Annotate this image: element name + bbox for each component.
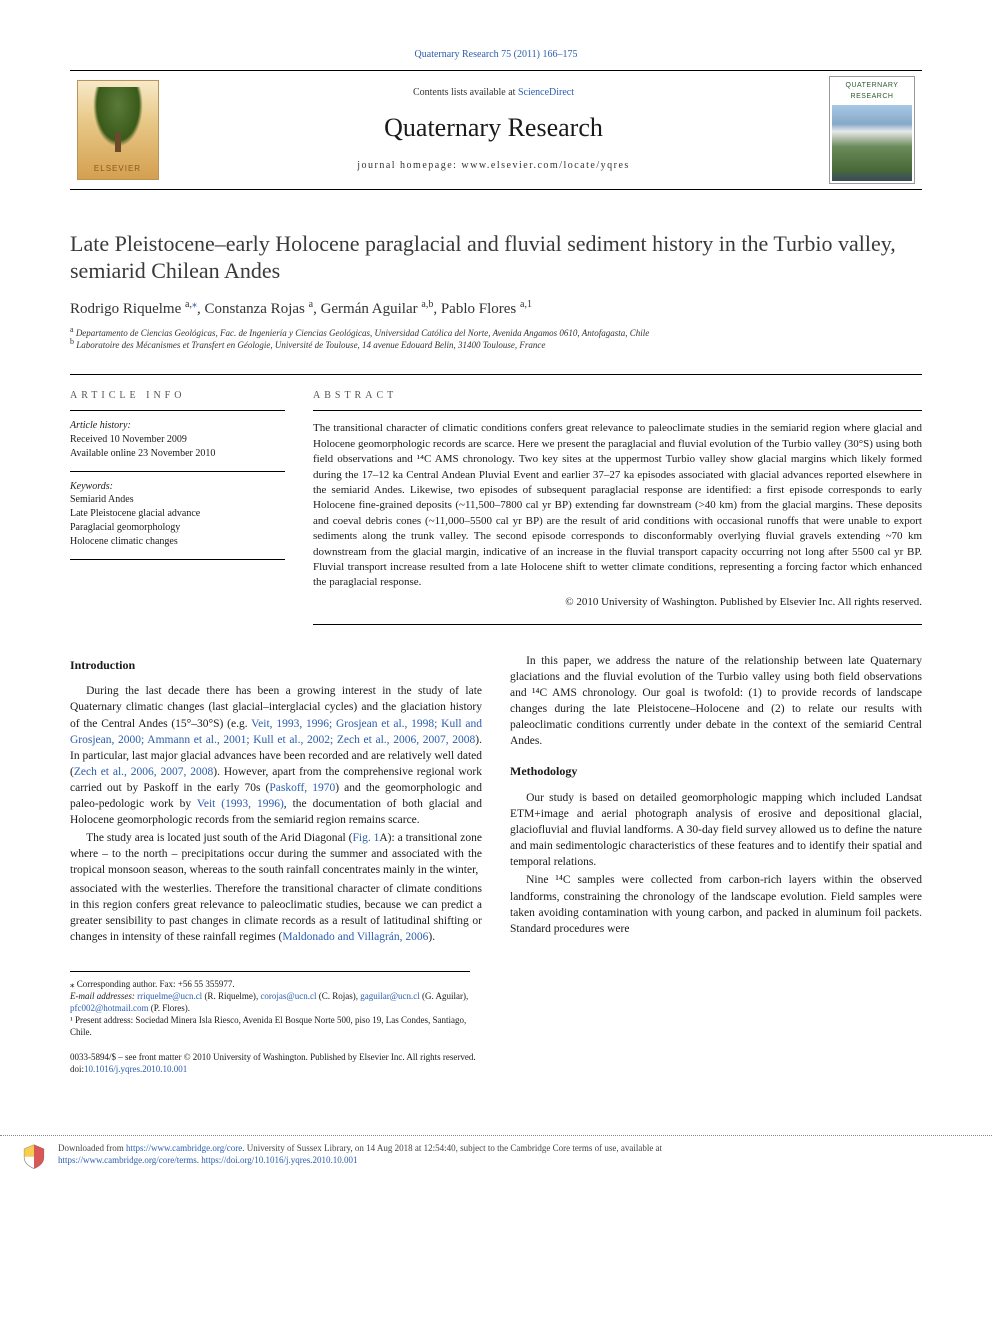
- author-1-marks: a,: [185, 299, 192, 310]
- email-1[interactable]: rriquelme@ucn.cl: [137, 991, 202, 1001]
- info-rule-1: [70, 410, 285, 411]
- elsevier-logo: ELSEVIER: [77, 80, 159, 180]
- citation-line: Quaternary Research 75 (2011) 166–175: [70, 48, 922, 62]
- abstract-text: The transitional character of climatic c…: [313, 410, 922, 590]
- intro-para-4: In this paper, we address the nature of …: [510, 653, 922, 750]
- citation-link[interactable]: Quaternary Research 75 (2011) 166–175: [415, 49, 578, 60]
- download-footer-text: Downloaded from https://www.cambridge.or…: [58, 1142, 662, 1166]
- footer-l1b: . University of Sussex Library, on 14 Au…: [242, 1143, 662, 1153]
- footer-link-terms[interactable]: https://www.cambridge.org/core/terms: [58, 1155, 197, 1165]
- email-3-who: (G. Aguilar): [422, 991, 466, 1001]
- contents-line: Contents lists available at ScienceDirec…: [413, 86, 574, 100]
- affiliations: a Departamento de Ciencias Geológicas, F…: [70, 327, 922, 352]
- received-date: Received 10 November 2009: [70, 433, 285, 447]
- online-date: Available online 23 November 2010: [70, 447, 285, 461]
- history-label: Article history:: [70, 419, 285, 433]
- footnotes: ⁎ Corresponding author. Fax: +56 55 3559…: [70, 971, 470, 1039]
- intro-citation-5[interactable]: Maldonado and Villagrán, 2006: [282, 931, 428, 943]
- info-rule-2: [70, 471, 285, 472]
- abstract-bottom-rule: [313, 624, 922, 625]
- intro-citation-4[interactable]: Veit (1993, 1996): [197, 798, 284, 810]
- intro-para-3: associated with the westerlies. Therefor…: [70, 881, 482, 945]
- issn-line: 0033-5894/$ – see front matter © 2010 Un…: [70, 1051, 922, 1063]
- intro-para-1: During the last decade there has been a …: [70, 683, 482, 828]
- author-4: Pablo Flores: [441, 301, 516, 317]
- journal-name: Quaternary Research: [384, 110, 603, 145]
- intro-p2-a: The study area is located just south of …: [86, 832, 352, 844]
- doi-prefix: doi:: [70, 1064, 84, 1074]
- keyword-4: Holocene climatic changes: [70, 535, 285, 549]
- corresponding-footnote: ⁎ Corresponding author. Fax: +56 55 3559…: [70, 978, 470, 990]
- abstract-column: ABSTRACT The transitional character of c…: [313, 375, 922, 625]
- intro-citation-3[interactable]: Paskoff, 1970: [269, 782, 335, 794]
- method-para-2: Nine ¹⁴C samples were collected from car…: [510, 872, 922, 936]
- keyword-1: Semiarid Andes: [70, 493, 285, 507]
- abstract-heading: ABSTRACT: [313, 389, 922, 403]
- affiliation-a: Departamento de Ciencias Geológicas, Fac…: [76, 328, 649, 338]
- method-para-1: Our study is based on detailed geomorpho…: [510, 790, 922, 870]
- author-3-marks: a,b: [421, 299, 433, 310]
- elsevier-tree-icon: [93, 87, 143, 147]
- email-3[interactable]: gaguilar@ucn.cl: [360, 991, 420, 1001]
- masthead: ELSEVIER Contents lists available at Sci…: [70, 70, 922, 190]
- authors-line: Rodrigo Riquelme a,⁎, Constanza Rojas a,…: [70, 299, 922, 319]
- footer-l1a: Downloaded from: [58, 1143, 126, 1153]
- article-info-heading: ARTICLE INFO: [70, 389, 285, 403]
- download-footer: Downloaded from https://www.cambridge.or…: [0, 1135, 992, 1180]
- cover-label-2: RESEARCH: [830, 92, 914, 103]
- keyword-3: Paraglacial geomorphology: [70, 521, 285, 535]
- article-title: Late Pleistocene–early Holocene paraglac…: [70, 230, 922, 285]
- email-2-who: (C. Rojas): [319, 991, 356, 1001]
- intro-citation-2[interactable]: Zech et al., 2006, 2007, 2008: [74, 766, 213, 778]
- author-1: Rodrigo Riquelme: [70, 301, 181, 317]
- email-label: E-mail addresses:: [70, 991, 135, 1001]
- affiliation-b: Laboratoire des Mécanismes et Transfert …: [76, 340, 545, 350]
- abstract-copyright: © 2010 University of Washington. Publish…: [313, 595, 922, 610]
- author-4-marks: a,1: [520, 299, 532, 310]
- keyword-2: Late Pleistocene glacial advance: [70, 507, 285, 521]
- present-address-footnote: ¹ Present address: Sociedad Minera Isla …: [70, 1014, 470, 1038]
- cover-image: [832, 105, 912, 180]
- figure-ref-1[interactable]: Fig. 1: [353, 832, 380, 844]
- journal-cover-cell: QUATERNARY RESEARCH: [822, 71, 922, 189]
- cover-label-1: QUATERNARY: [830, 77, 914, 92]
- sciencedirect-link[interactable]: ScienceDirect: [518, 87, 574, 98]
- email-4-who: (P. Flores).: [151, 1003, 190, 1013]
- email-1-who: (R. Riquelme): [204, 991, 256, 1001]
- body-columns: Introduction During the last decade ther…: [70, 653, 922, 945]
- intro-p3-b: ).: [428, 931, 435, 943]
- email-2[interactable]: corojas@ucn.cl: [260, 991, 316, 1001]
- elsevier-label: ELSEVIER: [94, 164, 141, 175]
- corresponding-star-link[interactable]: ⁎: [192, 299, 197, 310]
- keywords-label: Keywords:: [70, 480, 285, 494]
- author-3: Germán Aguilar: [321, 301, 418, 317]
- publisher-logo-cell: ELSEVIER: [70, 71, 165, 189]
- introduction-heading: Introduction: [70, 657, 482, 674]
- intro-para-2: The study area is located just south of …: [70, 830, 482, 878]
- author-2: Constanza Rojas: [204, 301, 304, 317]
- doi-link[interactable]: 10.1016/j.yqres.2010.10.001: [84, 1064, 187, 1074]
- info-rule-3: [70, 559, 285, 560]
- journal-homepage: journal homepage: www.elsevier.com/locat…: [357, 159, 630, 173]
- journal-cover: QUATERNARY RESEARCH: [829, 76, 915, 184]
- masthead-center: Contents lists available at ScienceDirec…: [165, 71, 822, 189]
- email-footnote: E-mail addresses: rriquelme@ucn.cl (R. R…: [70, 990, 470, 1014]
- article-info: ARTICLE INFO Article history: Received 1…: [70, 375, 285, 625]
- contents-prefix: Contents lists available at: [413, 87, 518, 98]
- author-2-marks: a: [309, 299, 313, 310]
- cambridge-shield-icon: [20, 1142, 48, 1170]
- footer-link-core[interactable]: https://www.cambridge.org/core: [126, 1143, 242, 1153]
- methodology-heading: Methodology: [510, 763, 922, 780]
- bottom-meta: 0033-5894/$ – see front matter © 2010 Un…: [70, 1051, 922, 1075]
- email-4[interactable]: pfc002@hotmail.com: [70, 1003, 149, 1013]
- footer-link-doi[interactable]: https://doi.org/10.1016/j.yqres.2010.10.…: [201, 1155, 357, 1165]
